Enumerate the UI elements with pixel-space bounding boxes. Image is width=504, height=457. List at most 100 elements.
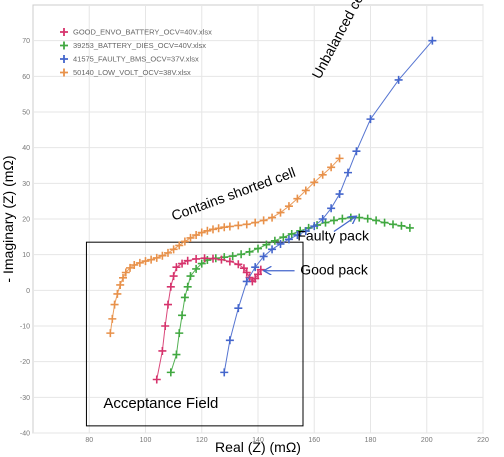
data-point (327, 204, 336, 213)
legend-label: 50140_LOW_VOLT_OCV=38V.xlsx (73, 68, 191, 77)
data-point (152, 253, 161, 262)
data-point (242, 220, 251, 229)
data-point (197, 228, 206, 237)
series-line (156, 257, 262, 380)
data-series (106, 36, 437, 384)
x-tick-label: 200 (421, 437, 433, 444)
y-tick-label: -30 (20, 395, 30, 402)
legend-marker (60, 68, 68, 77)
data-point (366, 115, 375, 124)
data-point (119, 273, 127, 282)
data-point (310, 178, 319, 187)
tick-labels: 80 100 120 140 160 180 200 220 -40 -30 -20 -10 0 10 20… (20, 38, 489, 444)
data-point (158, 346, 167, 355)
legend-label: GOOD_ENVO_BATTERY_OCV=40V.xlsx (73, 28, 212, 37)
data-point (242, 277, 251, 286)
y-tick-label: 10 (22, 252, 30, 259)
data-point (130, 261, 139, 270)
x-tick-label: 140 (252, 437, 264, 444)
acceptance-field-region (85, 241, 304, 427)
annotation-arrows (264, 216, 357, 271)
gridlines (33, 5, 484, 434)
data-point (197, 259, 206, 268)
data-point (192, 264, 201, 273)
y-tick-label: -10 (20, 324, 30, 331)
y-tick-label: 0 (26, 288, 30, 295)
data-point (116, 280, 125, 289)
data-point (380, 218, 389, 227)
data-point (276, 208, 285, 217)
x-axis-title: Real (Z) (mΩ) (215, 439, 301, 455)
data-point (251, 218, 260, 227)
data-point (327, 163, 336, 172)
data-point (397, 221, 406, 230)
data-point (329, 216, 338, 225)
data-point (363, 214, 372, 223)
y-tick-label: -40 (20, 431, 30, 438)
y-axis-title: - Imaginary (Z) (mΩ) (0, 155, 16, 282)
data-point (234, 304, 243, 313)
data-point (259, 216, 268, 225)
annotation-arrow (333, 216, 357, 233)
data-point (242, 268, 251, 277)
data-point (192, 254, 201, 263)
data-point (192, 231, 201, 240)
data-point (186, 233, 195, 242)
data-point (293, 231, 302, 240)
legend-marker (60, 55, 68, 63)
data-point (389, 220, 397, 229)
data-point (251, 274, 260, 283)
data-point (262, 240, 271, 249)
data-point (287, 229, 296, 238)
data-point (203, 226, 212, 235)
x-tick-label: 180 (365, 437, 377, 444)
data-point (405, 223, 414, 232)
data-point (318, 170, 327, 179)
data-point (234, 221, 243, 230)
y-tick-label: 60 (22, 74, 30, 81)
data-point (169, 272, 178, 281)
data-point (108, 314, 117, 323)
data-point (135, 258, 144, 267)
y-tick-label: 20 (22, 217, 30, 224)
data-point (183, 256, 192, 265)
data-point (284, 235, 293, 244)
data-point (186, 272, 195, 281)
annotation-label: Good pack (300, 261, 369, 277)
data-point (178, 311, 187, 320)
data-point (237, 250, 246, 259)
data-point (217, 255, 226, 264)
x-tick-label: 80 (85, 437, 93, 444)
data-point (335, 154, 344, 163)
y-tick-label: -20 (20, 359, 30, 366)
data-point (172, 350, 181, 359)
y-tick-label: 40 (22, 145, 30, 152)
acceptance-field-box (85, 241, 304, 427)
y-tick-label: 70 (22, 38, 30, 45)
series-line (170, 217, 410, 373)
data-point (166, 368, 175, 377)
data-point (279, 233, 288, 242)
y-tick-label: 30 (22, 181, 30, 188)
legend-label: 41575_FAULTY_BMS_OCV=37V.xlsx (73, 55, 199, 64)
annotation-label: Faulty pack (297, 227, 370, 243)
series-group (106, 154, 344, 338)
data-point (158, 251, 167, 260)
data-point (166, 282, 175, 291)
data-point (245, 247, 254, 256)
annotation-label: Acceptance Field (103, 395, 218, 412)
data-point (164, 248, 172, 257)
data-point (200, 254, 209, 263)
data-point (310, 222, 319, 231)
data-point (175, 241, 184, 250)
data-point (293, 194, 302, 203)
data-point (228, 252, 237, 261)
legend-label: 39253_BATTERY_DIES_OCV=40V.xlsx (73, 41, 206, 50)
x-tick-label: 160 (308, 437, 320, 444)
data-point (428, 36, 437, 45)
data-point (268, 213, 277, 222)
data-point (338, 214, 347, 223)
y-tick-label: 50 (22, 110, 30, 117)
series-group (220, 36, 437, 377)
